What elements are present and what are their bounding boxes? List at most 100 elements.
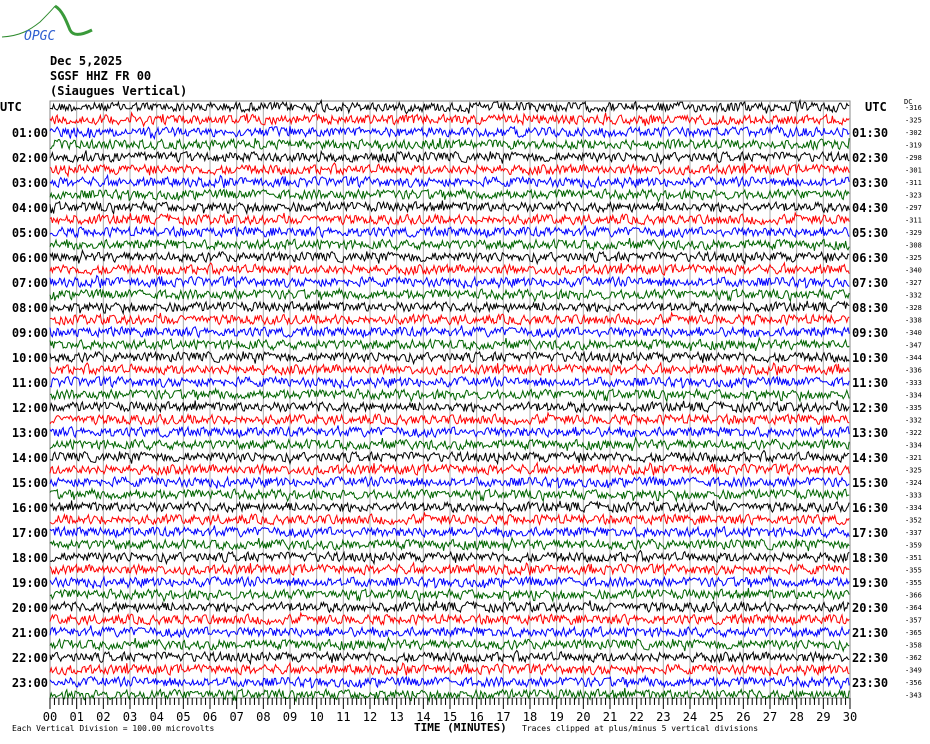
trace-offset-label: -351 <box>905 554 922 562</box>
right-hour-label: 19:30 <box>852 576 888 590</box>
right-hour-label: 15:30 <box>852 476 888 490</box>
trace-offset-label: -327 <box>905 279 922 287</box>
left-hour-label: 02:00 <box>12 151 48 165</box>
seismic-trace <box>49 300 850 316</box>
left-hour-label: 08:00 <box>12 301 48 315</box>
seismic-trace <box>49 425 850 439</box>
x-tick-label: 21 <box>603 710 617 724</box>
left-hour-label: 04:00 <box>12 201 48 215</box>
seismic-trace <box>49 350 850 366</box>
trace-offset-label: -322 <box>905 429 922 437</box>
seismic-trace <box>49 375 850 389</box>
trace-offset-label: -366 <box>905 592 922 600</box>
x-tick-label: 03 <box>123 710 137 724</box>
seismic-trace <box>49 225 850 239</box>
seismic-trace <box>49 475 850 489</box>
right-axis-title: UTC <box>865 100 887 114</box>
left-hour-label: 20:00 <box>12 601 48 615</box>
trace-offset-label: -357 <box>905 617 922 625</box>
trace-offset-label: -336 <box>905 367 922 375</box>
trace-offset-label: -355 <box>905 567 922 575</box>
station-label: SGSF HHZ FR 00 <box>50 69 152 83</box>
scale-note: Each Vertical Division = 100.00 microvol… <box>12 724 215 733</box>
seismic-trace <box>49 237 850 252</box>
x-tick-label: 16 <box>469 710 483 724</box>
seismic-trace <box>49 149 850 166</box>
seismic-trace <box>49 625 850 639</box>
seismic-trace <box>49 387 850 403</box>
x-tick-label: 13 <box>389 710 403 724</box>
x-tick-label: 30 <box>843 710 857 724</box>
offset-header: DC <box>904 98 912 106</box>
x-tick-label: 27 <box>763 710 777 724</box>
seismic-trace <box>49 511 850 527</box>
trace-offset-label: -324 <box>905 479 922 487</box>
right-hour-label: 21:30 <box>852 626 888 640</box>
trace-offset-label: -365 <box>905 629 922 637</box>
trace-offset-label: -325 <box>905 254 922 262</box>
seismic-trace <box>49 611 850 627</box>
trace-offset-label: -319 <box>905 142 922 150</box>
right-hour-label: 10:30 <box>852 351 888 365</box>
trace-offset-label: -334 <box>905 442 922 450</box>
x-tick-label: 20 <box>576 710 590 724</box>
trace-offset-label: -344 <box>905 354 922 362</box>
left-hour-label: 11:00 <box>12 376 48 390</box>
x-tick-label: 19 <box>549 710 563 724</box>
seismic-trace <box>49 336 850 352</box>
seismic-trace <box>49 487 850 503</box>
x-tick-label: 25 <box>709 710 723 724</box>
x-tick-label: 26 <box>736 710 750 724</box>
left-hour-label: 10:00 <box>12 351 48 365</box>
seismic-trace <box>49 461 850 476</box>
right-hour-label: 18:30 <box>852 551 888 565</box>
seismic-trace <box>49 525 850 539</box>
right-hour-label: 11:30 <box>852 376 888 390</box>
seismic-trace <box>49 400 850 414</box>
trace-offset-label: -333 <box>905 379 922 387</box>
x-tick-label: 00 <box>43 710 57 724</box>
left-hour-label: 06:00 <box>12 251 48 265</box>
right-hour-label: 14:30 <box>852 451 888 465</box>
seismic-trace <box>49 261 850 276</box>
date-label: Dec 5,2025 <box>50 54 123 68</box>
x-tick-label: 18 <box>523 710 537 724</box>
seismic-trace <box>49 200 850 216</box>
x-tick-label: 14 <box>416 710 430 724</box>
trace-offset-label: -328 <box>905 304 922 312</box>
logo-text: OPGC <box>24 29 55 42</box>
left-hour-label: 01:00 <box>12 126 48 140</box>
x-tick-label: 07 <box>229 710 243 724</box>
seismic-trace <box>49 111 850 128</box>
x-tick-label: 22 <box>629 710 643 724</box>
right-hour-label: 08:30 <box>852 301 888 315</box>
seismic-trace <box>49 587 850 603</box>
right-hour-label: 02:30 <box>852 151 888 165</box>
seismic-trace <box>49 98 850 115</box>
right-hour-label: 09:30 <box>852 326 888 340</box>
x-tick-label: 05 <box>176 710 190 724</box>
seismic-trace <box>49 449 850 466</box>
trace-offset-label: -332 <box>905 292 922 300</box>
trace-offset-label: -349 <box>905 667 922 675</box>
right-hour-label: 13:30 <box>852 426 888 440</box>
left-hour-label: 22:00 <box>12 651 48 665</box>
trace-offset-label: -358 <box>905 642 922 650</box>
x-tick-label: 09 <box>283 710 297 724</box>
x-tick-label: 08 <box>256 710 270 724</box>
trace-offset-label: -337 <box>905 529 922 537</box>
trace-offset-label: -321 <box>905 454 922 462</box>
seismic-trace <box>49 500 850 514</box>
seismic-trace <box>49 549 850 566</box>
seismic-trace <box>49 411 850 427</box>
left-hour-label: 16:00 <box>12 501 48 515</box>
left-hour-label: 21:00 <box>12 626 48 640</box>
trace-offset-label: -325 <box>905 117 922 125</box>
trace-offset-label: -298 <box>905 154 922 162</box>
seismic-trace <box>49 661 850 677</box>
trace-offset-label: -334 <box>905 504 922 512</box>
seismic-trace <box>49 137 850 153</box>
left-hour-label: 05:00 <box>12 226 48 240</box>
